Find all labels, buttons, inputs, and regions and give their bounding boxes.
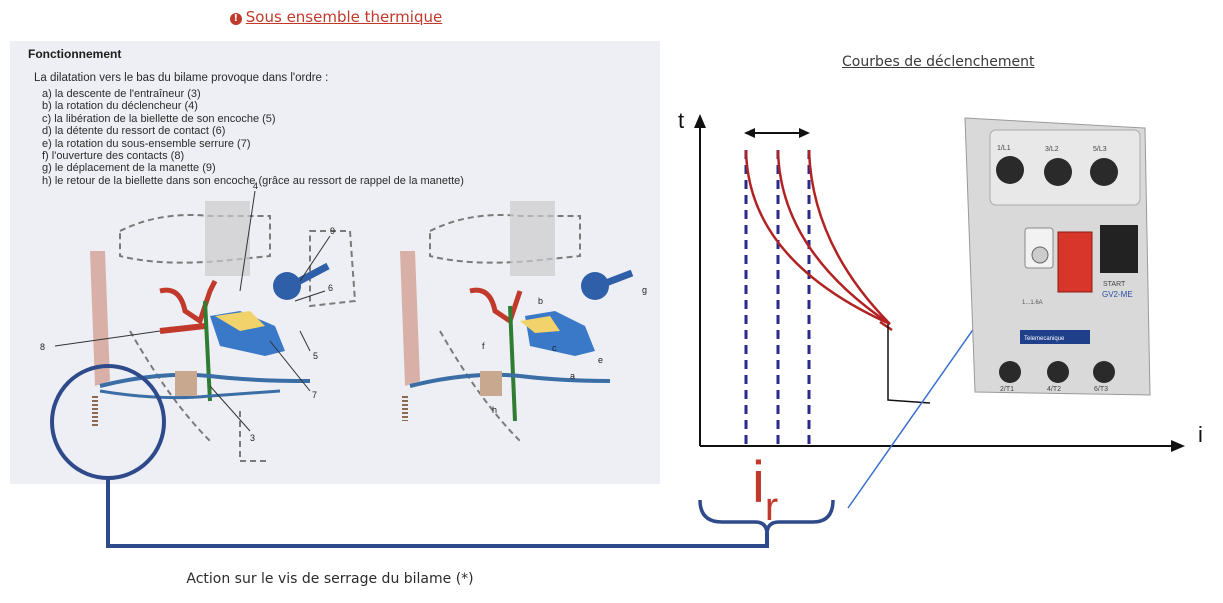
terminal-label: 3/L2 (1045, 146, 1059, 153)
callout-label: c (552, 343, 557, 353)
scan-intro: La dilatation vers le bas du bilame prov… (34, 72, 329, 84)
range-label: 1...1.6A (1022, 300, 1043, 306)
stop-button[interactable] (1057, 231, 1093, 293)
callout-label: b (538, 296, 543, 306)
callout-label: 9 (330, 226, 335, 236)
section-title-text: Sous ensemble thermique (245, 8, 443, 26)
callout-label: 3 (250, 433, 255, 443)
x-axis-label: i (1198, 422, 1203, 447)
y-axis-label: t (678, 108, 685, 133)
callout-label: h (492, 405, 497, 415)
callout-label: 4 (253, 181, 258, 191)
callout-label: e (598, 355, 603, 365)
range-bracket (698, 499, 835, 535)
callout-label: 7 (312, 390, 317, 400)
callout-label: a (570, 371, 575, 381)
adjust-screw-icon[interactable] (1031, 246, 1049, 264)
threshold-lines (744, 150, 811, 446)
trip-curve (744, 149, 891, 326)
mechanism-drawing: 4 9 6 5 7 3 8 b f c e g a h (40, 181, 647, 462)
ir-label: ir (752, 454, 779, 529)
callout-label: f (482, 341, 485, 351)
mechanism-left (119, 214, 357, 462)
adjust-range-arrow (744, 128, 810, 138)
motor-protector-device: 1/L1 3/L2 5/L3 START GV2-ME 1...1.6A Tel… (964, 117, 1151, 396)
section-title: ! Sous ensemble thermique (0, 8, 672, 26)
mechanism-right-body (400, 201, 634, 422)
step-item: h) le retour de la biellette dans son en… (42, 174, 464, 187)
step-item: a) la descente de l'entraîneur (3) (42, 88, 201, 100)
trip-curves (744, 149, 893, 332)
chart-axes (694, 114, 1185, 452)
mechanism-left-body (90, 201, 330, 426)
terminal-label: 1/L1 (997, 145, 1011, 152)
terminal-label: 4/T2 (1047, 386, 1061, 393)
step-item: g) le déplacement de la manette (9) (42, 162, 216, 175)
scan-heading: Fonctionnement (28, 47, 122, 61)
trip-curve (807, 149, 891, 325)
start-button[interactable] (1100, 225, 1138, 273)
step-item: c) la libération de la biellette de son … (42, 112, 276, 125)
chart-title: Courbes de déclenchement (842, 54, 1035, 70)
mechanism-scan: Fonctionnement La dilatation vers le bas… (10, 41, 660, 484)
step-item: d) la détente du ressort de contact (6) (42, 125, 226, 138)
callout-label: 5 (313, 351, 318, 361)
terminal-label: 2/T1 (1000, 386, 1014, 393)
steps-list: a) la descente de l'entraîneur (3) b) la… (42, 88, 464, 187)
bimetal-highlight-circle (50, 364, 166, 480)
ir-main: i (752, 450, 765, 515)
ir-sub: r (764, 485, 779, 529)
step-item: f) l'ouverture des contacts (8) (42, 150, 185, 163)
callout-label: 6 (328, 283, 333, 293)
step-item: b) la rotation du déclencheur (4) (42, 100, 198, 113)
terminal-label: 5/L3 (1093, 146, 1107, 153)
callout-label: 8 (40, 342, 45, 352)
magnetic-step-line (887, 324, 931, 404)
start-label: START (1103, 281, 1126, 288)
model-label: GV2-ME (1102, 290, 1133, 299)
brand-label: Telemecanique (1024, 336, 1065, 342)
step-item: e) la rotation du sous-ensemble serrure … (42, 137, 251, 150)
trip-curve (776, 149, 891, 326)
bottom-caption: Action sur le vis de serrage du bilame (… (186, 571, 474, 587)
brand-plate (1020, 330, 1090, 344)
terminal-label: 6/T3 (1094, 386, 1108, 393)
callout-label: g (642, 285, 647, 295)
connection-line (106, 478, 769, 548)
exclamation-icon: ! (229, 13, 242, 25)
